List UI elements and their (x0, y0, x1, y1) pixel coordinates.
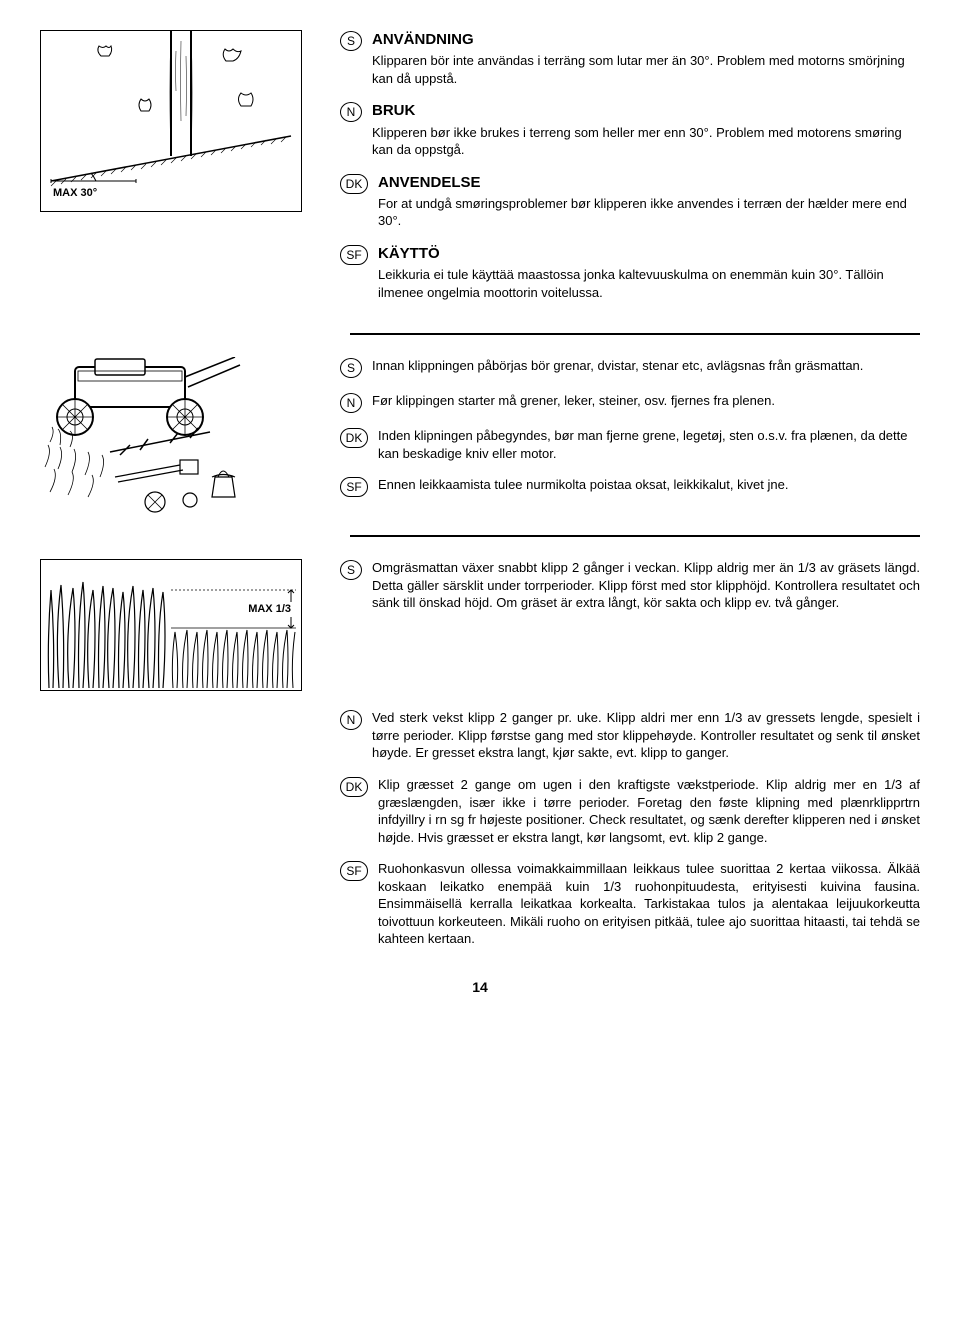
badge3-dk: DK (340, 777, 368, 797)
lang2-sf: SF Ennen leikkaamista tulee nurmikolta p… (340, 476, 920, 497)
badge2-n: N (340, 393, 362, 413)
body-sf: Leikkuria ei tule käyttää maastossa jonk… (378, 266, 920, 301)
section-usage: MAX 30° S ANVÄNDNING Klipparen bör inte … (40, 30, 920, 315)
section3-continued: N Ved sterk vekst klipp 2 ganger pr. uke… (340, 709, 920, 948)
badge-sf: SF (340, 245, 368, 265)
heading-sf: KÄYTTÖ (378, 244, 920, 264)
section-debris: S Innan klippningen påbörjas bör grenar,… (40, 357, 920, 517)
body3-sf: Ruohonkasvun ollessa voimakkaimmillaan l… (378, 860, 920, 948)
badge-n: N (340, 102, 362, 122)
badge-s: S (340, 31, 362, 51)
badge2-dk: DK (340, 428, 368, 448)
body3-s: Omgräsmattan växer snabbt klipp 2 gånger… (372, 559, 920, 612)
body3-n: Ved sterk vekst klipp 2 ganger pr. uke. … (372, 709, 920, 762)
grass-label: MAX 1/3 (246, 602, 293, 617)
lang3-sf: SF Ruohonkasvun ollessa voimakkaimmillaa… (340, 860, 920, 948)
illustration-grass: MAX 1/3 (40, 559, 340, 691)
badge3-n: N (340, 710, 362, 730)
badge-dk: DK (340, 174, 368, 194)
body-n: Klipperen bør ikke brukes i terreng som … (372, 124, 920, 159)
badge3-s: S (340, 560, 362, 580)
badge3-sf: SF (340, 861, 368, 881)
body2-dk: Inden klipningen påbegyndes, bør man fje… (378, 427, 920, 462)
badge2-s: S (340, 358, 362, 378)
body2-s: Innan klippningen påbörjas bör grenar, d… (372, 357, 863, 375)
section-grass-height: MAX 1/3 S Omgräsmattan växer snabbt klip… (40, 559, 920, 691)
slope-label: MAX 30° (53, 186, 97, 201)
body-dk: For at undgå smøringsproblemer bør klipp… (378, 195, 920, 230)
section1-text: S ANVÄNDNING Klipparen bör inte användas… (340, 30, 920, 315)
lang2-dk: DK Inden klipningen påbegyndes, bør man … (340, 427, 920, 462)
lang3-s: S Omgräsmattan växer snabbt klipp 2 gång… (340, 559, 920, 612)
divider-1 (350, 333, 920, 335)
divider-2 (350, 535, 920, 537)
lang-s: S ANVÄNDNING Klipparen bör inte användas… (340, 30, 920, 87)
body-s: Klipparen bör inte användas i terräng so… (372, 52, 920, 87)
body3-dk: Klip græsset 2 gange om ugen i den kraft… (378, 776, 920, 846)
lang-n: N BRUK Klipperen bør ikke brukes i terre… (340, 101, 920, 158)
illustration-debris (40, 357, 340, 517)
heading-dk: ANVENDELSE (378, 173, 920, 193)
lang3-dk: DK Klip græsset 2 gange om ugen i den kr… (340, 776, 920, 846)
illustration-slope: MAX 30° (40, 30, 340, 212)
body2-sf: Ennen leikkaamista tulee nurmikolta pois… (378, 476, 788, 494)
heading-n: BRUK (372, 101, 920, 121)
body2-n: Før klippingen starter må grener, leker,… (372, 392, 775, 410)
section2-text: S Innan klippningen påbörjas bör grenar,… (340, 357, 920, 511)
heading-s: ANVÄNDNING (372, 30, 920, 50)
section3-text: S Omgräsmattan växer snabbt klipp 2 gång… (340, 559, 920, 626)
badge2-sf: SF (340, 477, 368, 497)
lang-sf: SF KÄYTTÖ Leikkuria ei tule käyttää maas… (340, 244, 920, 301)
lang3-n: N Ved sterk vekst klipp 2 ganger pr. uke… (340, 709, 920, 762)
lang2-n: N Før klippingen starter må grener, leke… (340, 392, 920, 413)
lang2-s: S Innan klippningen påbörjas bör grenar,… (340, 357, 920, 378)
page-number: 14 (40, 978, 920, 997)
lang-dk: DK ANVENDELSE For at undgå smøringsprobl… (340, 173, 920, 230)
